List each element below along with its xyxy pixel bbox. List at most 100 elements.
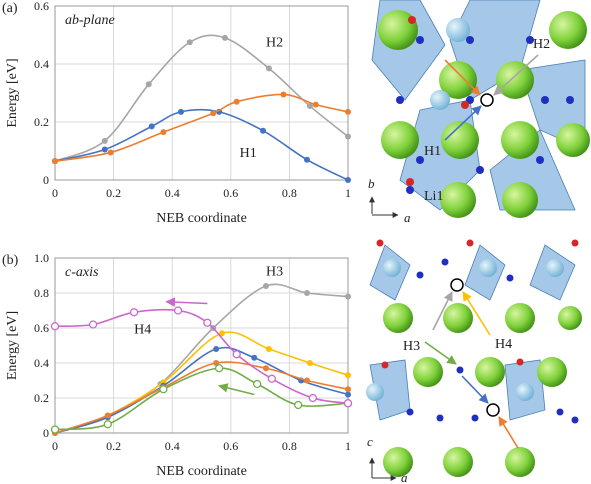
y-tick-label: 0 <box>43 173 49 187</box>
data-point <box>308 393 317 403</box>
data-point <box>145 81 152 88</box>
x-tick-label: 0 <box>52 439 58 453</box>
data-point <box>267 374 276 383</box>
structure-a: H2 H1 Li1 b a <box>368 0 590 225</box>
y-tick-label: 0.8 <box>34 286 49 300</box>
data-point <box>306 360 313 366</box>
x-tick-label: 0.2 <box>106 439 121 453</box>
data-point <box>186 39 193 46</box>
plot-area <box>55 258 348 433</box>
data-point <box>173 306 183 315</box>
data-point <box>52 158 58 165</box>
y-tick-label: 0.4 <box>34 356 49 370</box>
data-point <box>303 290 310 296</box>
plot-frame <box>54 257 349 434</box>
data-point <box>50 425 60 434</box>
x-axis-title: NEB coordinate <box>156 211 247 226</box>
data-point <box>312 101 319 108</box>
structure-label: H2 <box>533 37 550 52</box>
data-point <box>214 364 224 373</box>
series-label: H4 <box>134 322 151 337</box>
x-tick-label: 1 <box>345 186 351 200</box>
data-point <box>306 103 313 110</box>
panel-label: (a) <box>2 1 18 16</box>
x-tick-label: 0.6 <box>223 186 238 200</box>
data-point <box>343 399 353 408</box>
y-axis-title: Energy [eV] <box>5 58 20 127</box>
data-point <box>265 65 272 72</box>
data-point <box>345 372 351 379</box>
series-label: H3 <box>266 265 283 280</box>
data-point <box>294 400 303 410</box>
data-point <box>251 354 258 361</box>
data-point <box>160 129 167 136</box>
data-point <box>101 137 108 144</box>
annotation-arrow <box>165 297 208 307</box>
structure-label: H1 <box>424 144 441 159</box>
data-point <box>345 108 351 115</box>
data-point <box>159 385 168 394</box>
structure-label: H3 <box>403 339 420 354</box>
series-line <box>54 108 349 181</box>
x-tick-label: 0 <box>52 186 58 200</box>
plot-frame <box>54 5 349 181</box>
data-point <box>103 420 112 429</box>
axis-indicator: a <box>401 470 408 484</box>
y-tick-label: 0.6 <box>34 0 49 13</box>
data-point <box>219 330 226 337</box>
annotation-arrow <box>218 383 255 396</box>
data-point <box>345 177 351 183</box>
y-axis-title: Energy [eV] <box>5 311 20 380</box>
x-tick-label: 0.6 <box>223 439 238 453</box>
axis-indicator: c <box>367 434 373 449</box>
data-point <box>253 379 262 389</box>
data-point <box>177 108 184 115</box>
plot-area <box>55 6 348 180</box>
chart-title: ab-plane <box>65 13 115 28</box>
data-point <box>213 346 220 352</box>
x-axis-title: NEB coordinate <box>156 464 247 479</box>
data-point <box>260 127 267 134</box>
structure-label: Li1 <box>424 189 443 204</box>
chart: 0 0.2 0.4 0.6 0.8 1.0 0 0.2 0.4 0.6 0.8 1 NEB coordi… <box>2 251 353 479</box>
data-point <box>129 308 139 317</box>
data-point <box>88 320 98 329</box>
data-point <box>262 283 269 289</box>
axis-indicator: a <box>404 210 411 225</box>
data-point <box>345 386 351 393</box>
y-tick-label: 1.0 <box>34 251 49 265</box>
data-point <box>148 123 155 130</box>
data-point <box>210 110 217 117</box>
data-point <box>203 318 212 327</box>
y-tick-label: 0.6 <box>34 321 49 335</box>
series-label: H1 <box>240 146 257 161</box>
data-point <box>265 346 272 352</box>
y-tick-label: 0 <box>43 426 49 440</box>
data-point <box>101 146 108 153</box>
data-point <box>104 412 111 419</box>
data-point <box>232 350 241 359</box>
structure-label: H4 <box>495 337 512 352</box>
panel-label: (b) <box>2 253 19 268</box>
x-tick-label: 0.8 <box>282 186 297 200</box>
x-tick-label: 0.8 <box>282 439 297 453</box>
data-point <box>50 322 60 331</box>
x-tick-label: 1 <box>345 439 351 453</box>
data-point <box>262 365 269 372</box>
data-point <box>345 391 351 398</box>
data-point <box>303 377 310 384</box>
data-point <box>345 133 351 140</box>
data-point <box>280 91 287 98</box>
x-tick-label: 0.2 <box>106 186 121 200</box>
series-label: H2 <box>266 36 283 51</box>
y-tick-label: 0.2 <box>34 115 49 129</box>
structure-b: H3 H4 c a <box>366 239 582 484</box>
x-tick-label: 0.4 <box>165 186 180 200</box>
data-point <box>233 98 240 105</box>
data-point <box>107 149 114 156</box>
chart-title: c-axis <box>65 265 99 280</box>
y-tick-label: 0.4 <box>34 57 49 71</box>
chart: 0 0.2 0.4 0.6 0 0.2 0.4 0.6 0.8 1 NEB coordinate En… <box>2 0 351 226</box>
axis-indicator: b <box>368 176 375 191</box>
